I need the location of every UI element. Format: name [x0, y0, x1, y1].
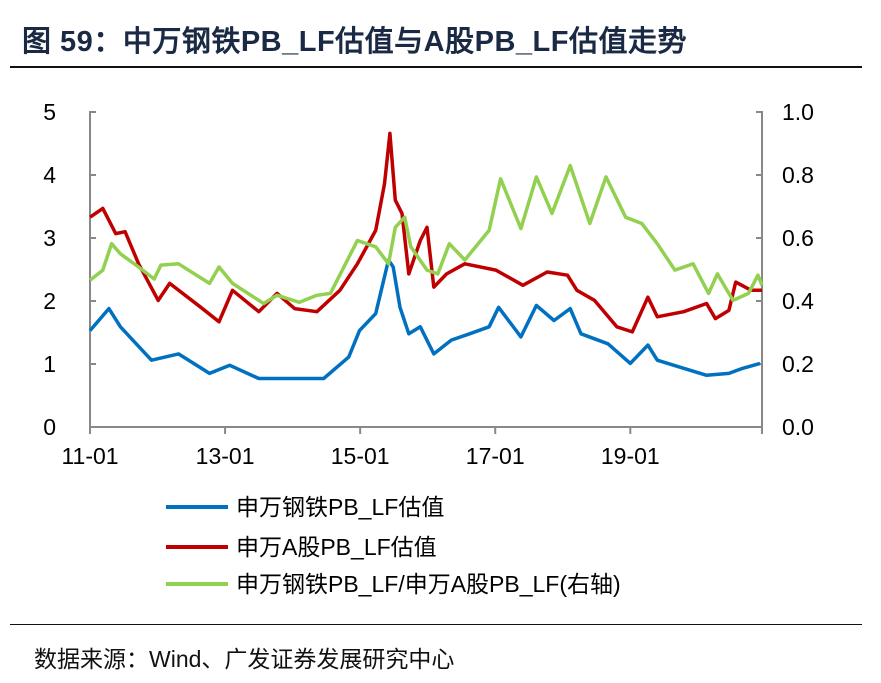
x-tick-label: 15-01 — [331, 443, 390, 469]
x-tick-label: 17-01 — [466, 443, 525, 469]
right-tick-label: 0.6 — [782, 225, 814, 251]
x-tick-label: 13-01 — [196, 443, 255, 469]
left-tick-label: 5 — [43, 99, 56, 125]
legend-label: 申万A股PB_LF估值 — [236, 534, 437, 560]
right-tick-label: 0.8 — [782, 162, 814, 188]
series-line-2 — [89, 131, 762, 334]
x-tick-label: 19-01 — [601, 443, 660, 469]
left-tick-label: 1 — [43, 351, 56, 377]
right-tick-label: 1.0 — [782, 99, 814, 125]
legend-label: 申万钢铁PB_LF/申万A股PB_LF(右轴) — [236, 571, 621, 597]
right-tick-label: 0.2 — [782, 351, 814, 377]
series-line-1 — [88, 258, 761, 381]
source-rule — [10, 624, 862, 625]
series-line-3 — [88, 163, 764, 306]
legend-label: 申万钢铁PB_LF估值 — [236, 494, 444, 520]
right-tick-label: 0.4 — [782, 288, 814, 314]
figure-title: 图 59：中万钢铁PB_LF估值与A股PB_LF估值走势 — [22, 26, 687, 58]
source-note: 数据来源：Wind、广发证券发展研究中心 — [34, 646, 455, 672]
right-tick-label: 0.0 — [782, 414, 814, 440]
x-tick-label: 11-01 — [61, 443, 118, 469]
left-tick-label: 4 — [43, 162, 56, 188]
title-rule — [10, 66, 862, 68]
left-tick-label: 2 — [43, 288, 56, 314]
left-tick-label: 3 — [43, 225, 56, 251]
left-tick-label: 0 — [43, 414, 56, 440]
